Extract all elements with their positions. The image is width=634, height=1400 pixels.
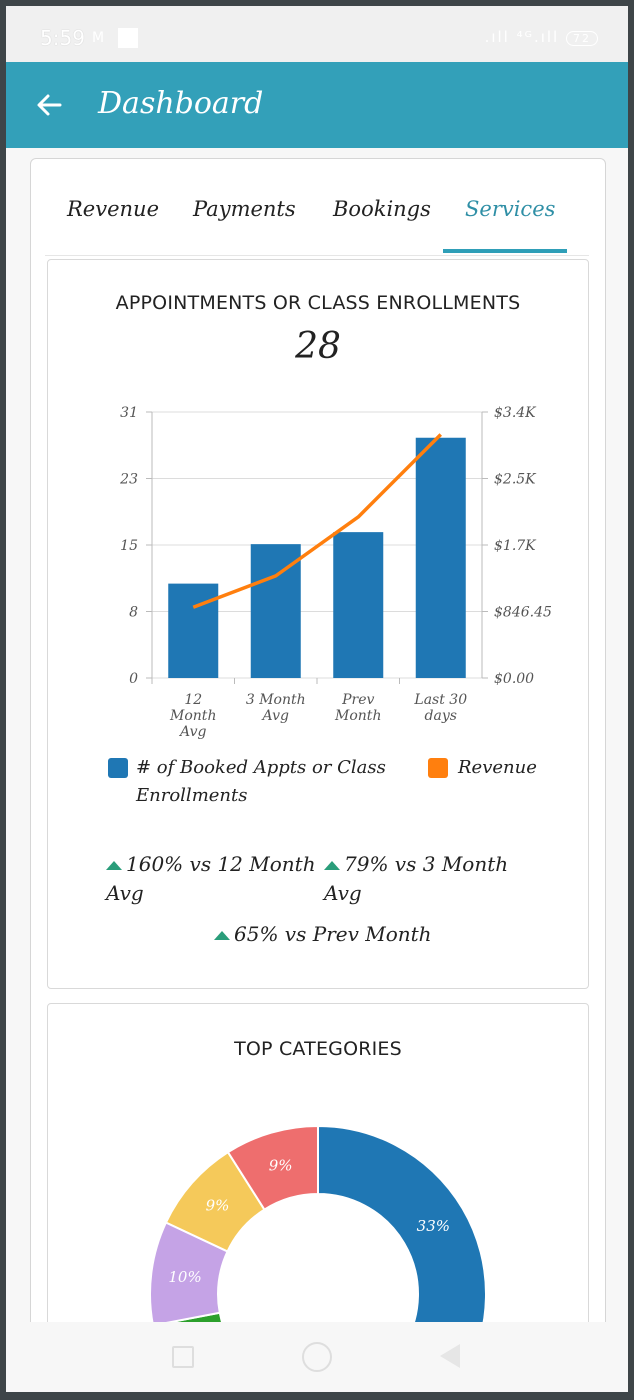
triangle-back-icon[interactable] (440, 1344, 460, 1368)
donut-slice-label: 33% (417, 1217, 450, 1235)
stat-vs-12-month: 160% vs 12 Month Avg (106, 850, 316, 908)
x-tick-label: 12 Month Avg (169, 692, 216, 740)
page-title: Dashboard (98, 86, 264, 121)
device-frame: 5:59 M .ıll ⁴ᴳ.ıll 72 Dashboard Revenue … (6, 6, 628, 1392)
x-tick-label: Last 30 days (413, 692, 467, 724)
status-bar: 5:59 M .ıll ⁴ᴳ.ıll 72 (6, 6, 628, 62)
appointments-card: APPOINTMENTS OR CLASS ENROLLMENTS 28 31 $… (47, 259, 589, 989)
signal-icon: .ıll ⁴ᴳ.ıll (484, 28, 560, 46)
tab-bookings[interactable]: Bookings (333, 197, 431, 221)
appointments-value: 28 (295, 326, 341, 367)
up-arrow-icon (214, 931, 230, 940)
stat-text: 65% vs Prev Month (234, 922, 432, 946)
y-left-tick-label: 23 (119, 472, 138, 488)
status-time: 5:59 (40, 26, 85, 50)
bar[interactable] (333, 532, 384, 678)
app-bar: Dashboard (6, 62, 628, 148)
dashboard-card: Revenue Payments Bookings Services APPOI… (30, 158, 606, 1392)
y-right-tick-label: $0.00 (494, 671, 534, 687)
appointments-title: APPOINTMENTS OR CLASS ENROLLMENTS (115, 292, 521, 314)
stat-vs-3-month: 79% vs 3 Month Avg (324, 850, 524, 908)
status-icons: .ıll ⁴ᴳ.ıll 72 (485, 28, 598, 46)
square-icon[interactable] (172, 1346, 194, 1368)
legend-swatch-revenue (428, 758, 448, 778)
donut-slice[interactable] (226, 1124, 319, 1211)
stat-vs-prev-month: 65% vs Prev Month (214, 920, 432, 949)
up-arrow-icon (106, 861, 122, 870)
tab-payments[interactable]: Payments (193, 197, 296, 221)
bar[interactable] (168, 583, 219, 678)
donut-slice-label: 9% (206, 1196, 230, 1214)
bar[interactable] (250, 544, 301, 678)
y-left-tick-label: 15 (120, 538, 138, 554)
y-right-tick-label: $1.7K (494, 538, 537, 554)
battery-icon: 72 (566, 31, 598, 46)
y-right-tick-label: $3.4K (494, 405, 537, 421)
system-nav-bar (6, 1322, 628, 1392)
appointments-chart: 31 $3.4K 23 $2.5K 15 $1.7K 8 $846.45 0 $0.00 12 Mon… (119, 405, 552, 740)
y-right-tick-label: $2.5K (494, 472, 537, 488)
dashboard-content[interactable]: Revenue Payments Bookings Services APPOI… (6, 148, 628, 1392)
tab-revenue[interactable]: Revenue (67, 197, 160, 221)
tab-services[interactable]: Services (465, 197, 556, 221)
x-tick-label: Prev Month (334, 692, 381, 724)
legend-appts: # of Booked Appts or Class Enrollments (136, 757, 386, 806)
y-right-tick-label: $846.45 (494, 605, 552, 621)
tab-bar: Revenue Payments Bookings Services (45, 159, 589, 256)
notification-square-icon (118, 28, 138, 48)
y-left-tick-label: 8 (129, 605, 138, 621)
stat-text: 160% vs 12 Month Avg (106, 852, 316, 905)
donut-slice-label: 10% (168, 1268, 201, 1286)
legend-revenue: Revenue (458, 757, 537, 778)
legend-swatch-appts (108, 758, 128, 778)
top-categories-title: TOP CATEGORIES (234, 1038, 402, 1060)
tab-active-indicator (443, 249, 567, 253)
bar[interactable] (415, 437, 466, 678)
arrow-left-icon[interactable] (34, 90, 64, 120)
y-left-tick-label: 0 (129, 671, 138, 687)
circle-icon[interactable] (302, 1342, 332, 1372)
x-tick-label: 3 Month Avg (246, 692, 306, 724)
y-left-tick-label: 31 (120, 405, 138, 421)
stat-text: 79% vs 3 Month Avg (324, 852, 509, 905)
up-arrow-icon (324, 861, 340, 870)
revenue-line[interactable] (192, 433, 442, 609)
donut-slice-label: 9% (269, 1156, 293, 1174)
notification-icon: M (92, 30, 105, 46)
